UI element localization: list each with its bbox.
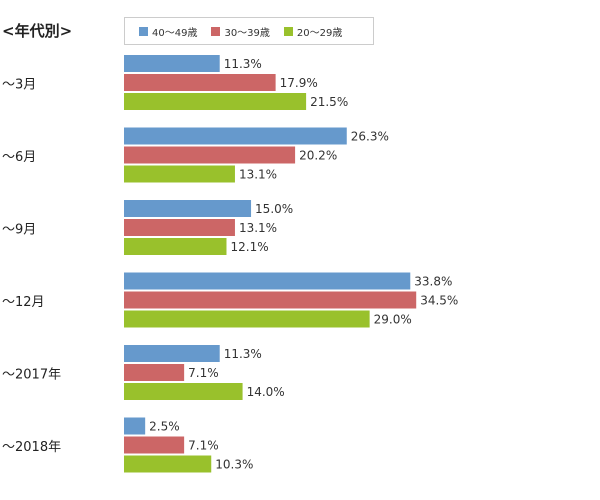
section-title: <年代別>: [2, 22, 73, 40]
category-label-3: ～12月: [2, 295, 45, 310]
category-label-5: ～2018年: [2, 440, 61, 455]
legend-item-2: 20～29歳: [283, 24, 343, 39]
data-label-1-2: 13.1%: [239, 168, 277, 182]
bar-3-0: [124, 272, 411, 290]
bar-1-0: [124, 127, 347, 145]
legend: 40～49歳 30～39歳 20～29歳: [124, 17, 374, 45]
legend-item-1: 30～39歳: [211, 24, 270, 39]
data-label-5-1: 7.1%: [188, 439, 219, 453]
bar-2-2: [124, 238, 227, 255]
data-label-0-1: 17.9%: [280, 76, 318, 90]
bar-0-1: [124, 74, 276, 91]
bar-0-0: [124, 55, 220, 72]
bar-2-0: [124, 200, 252, 217]
data-label-1-0: 26.3%: [351, 130, 389, 144]
data-label-0-0: 11.3%: [224, 57, 262, 71]
bar-3-1: [124, 291, 417, 309]
data-label-2-2: 12.1%: [230, 240, 268, 254]
data-label-5-2: 10.3%: [215, 458, 253, 472]
bar-2-1: [124, 219, 235, 236]
data-label-5-0: 2.5%: [149, 420, 180, 434]
data-label-2-0: 15.0%: [255, 202, 293, 216]
bar-4-2: [124, 383, 243, 400]
bar-3-2: [124, 310, 370, 328]
bar-5-0: [124, 417, 146, 435]
legend-swatch-2: [283, 26, 293, 36]
data-label-3-1: 34.5%: [420, 294, 458, 308]
legend-label-0: 40～49歳: [152, 27, 198, 39]
data-label-4-2: 14.0%: [247, 385, 285, 399]
legend-item-0: 40～49歳: [139, 24, 197, 39]
bar-1-2: [124, 165, 235, 183]
legend-swatch-1: [211, 26, 221, 36]
data-label-3-2: 29.0%: [374, 313, 412, 327]
data-label-0-2: 21.5%: [310, 95, 348, 109]
bar-5-1: [124, 436, 185, 454]
legend-label-2: 20～29歳: [296, 27, 343, 39]
data-label-1-1: 20.2%: [299, 149, 337, 163]
category-label-4: ～2017年: [2, 368, 61, 383]
bar-5-2: [124, 455, 212, 473]
bar-0-2: [124, 93, 307, 110]
category-label-2: ～9月: [2, 223, 36, 238]
data-label-3-0: 33.8%: [414, 275, 452, 289]
bar-1-1: [124, 146, 296, 164]
bar-4-0: [124, 345, 220, 362]
legend-swatch-0: [139, 26, 148, 36]
data-label-4-1: 7.1%: [188, 366, 219, 380]
bar-4-1: [124, 364, 185, 381]
category-label-1: ～6月: [2, 150, 36, 165]
data-label-2-1: 13.1%: [239, 221, 277, 235]
data-label-4-0: 11.3%: [224, 347, 262, 361]
category-label-0: ～3月: [2, 78, 36, 93]
legend-label-1: 30～39歳: [224, 27, 270, 39]
